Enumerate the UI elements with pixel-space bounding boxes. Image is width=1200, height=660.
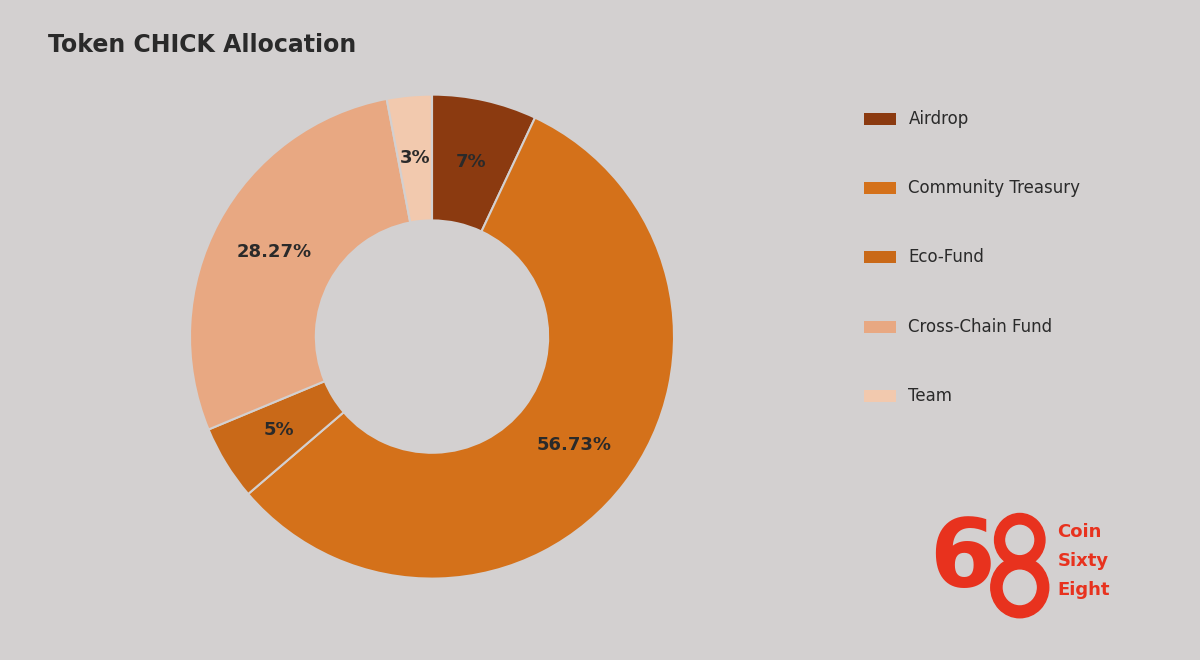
Text: Token CHICK Allocation: Token CHICK Allocation [48,33,356,57]
Circle shape [1006,525,1033,554]
Circle shape [1003,570,1036,605]
Text: Team: Team [908,387,953,405]
Text: Cross-Chain Fund: Cross-Chain Fund [908,317,1052,336]
Text: Airdrop: Airdrop [908,110,968,128]
Wedge shape [248,117,674,579]
Wedge shape [190,99,410,430]
Text: Sixty: Sixty [1057,552,1109,570]
Text: Community Treasury: Community Treasury [908,179,1080,197]
Text: 3%: 3% [400,149,431,168]
Text: Coin: Coin [1057,523,1102,541]
Text: Eight: Eight [1057,581,1110,599]
Text: 7%: 7% [456,153,486,171]
Circle shape [991,557,1049,618]
Text: 28.27%: 28.27% [236,243,312,261]
Wedge shape [386,94,432,222]
Wedge shape [209,381,343,494]
Text: 5%: 5% [264,421,295,440]
Circle shape [995,513,1045,566]
Text: 56.73%: 56.73% [536,436,612,454]
Wedge shape [432,94,535,232]
Text: Eco-Fund: Eco-Fund [908,248,984,267]
Text: 6: 6 [929,515,995,607]
